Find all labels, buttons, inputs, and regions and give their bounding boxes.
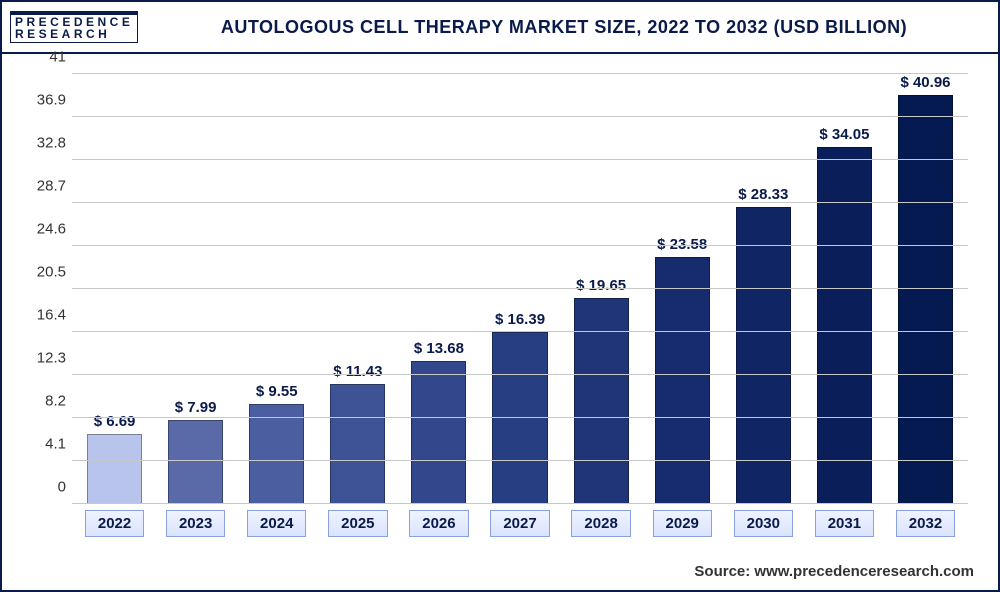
y-tick-label: 36.9 <box>26 92 66 109</box>
chart-title: AUTOLOGOUS CELL THERAPY MARKET SIZE, 202… <box>138 17 990 38</box>
x-tick: 2027 <box>479 510 560 537</box>
bar <box>411 361 466 504</box>
x-tick-label: 2023 <box>166 510 225 537</box>
y-tick-label: 12.3 <box>26 350 66 367</box>
source-attribution: Source: www.precedenceresearch.com <box>2 559 998 590</box>
y-tick-label: 16.4 <box>26 307 66 324</box>
grid-line <box>72 288 968 289</box>
y-tick-label: 8.2 <box>26 393 66 410</box>
y-tick-label: 0 <box>26 479 66 496</box>
bar <box>574 298 629 504</box>
y-tick-label: 41 <box>26 49 66 66</box>
x-axis: 2022 2023 2024 2025 2026 2027 2028 2029 2030 2031… <box>72 504 968 537</box>
x-tick: 2024 <box>236 510 317 537</box>
bar <box>87 434 142 504</box>
bar-value-label: $ 11.43 <box>333 363 382 380</box>
y-tick-label: 4.1 <box>26 436 66 453</box>
bar-value-label: $ 9.55 <box>256 383 298 400</box>
bar-wrap: $ 6.69 <box>74 74 155 504</box>
bar <box>898 95 953 504</box>
bar <box>330 384 385 504</box>
x-tick-label: 2030 <box>734 510 793 537</box>
brand-logo: PRECEDENCE RESEARCH <box>10 11 138 43</box>
x-tick-label: 2025 <box>328 510 387 537</box>
bar-wrap: $ 34.05 <box>804 74 885 504</box>
x-tick: 2026 <box>398 510 479 537</box>
x-tick-label: 2024 <box>247 510 306 537</box>
x-tick-label: 2032 <box>896 510 955 537</box>
x-tick: 2032 <box>885 510 966 537</box>
y-tick-label: 24.6 <box>26 221 66 238</box>
x-tick: 2031 <box>804 510 885 537</box>
x-tick: 2023 <box>155 510 236 537</box>
bar-value-label: $ 40.96 <box>900 74 950 91</box>
bar-wrap: $ 23.58 <box>642 74 723 504</box>
y-tick-label: 20.5 <box>26 264 66 281</box>
x-tick: 2022 <box>74 510 155 537</box>
bars-container: $ 6.69 $ 7.99 $ 9.55 $ 11.43 $ 13.68 $ 16.39 $… <box>72 74 968 504</box>
bar-wrap: $ 7.99 <box>155 74 236 504</box>
x-tick: 2030 <box>723 510 804 537</box>
grid-line <box>72 159 968 160</box>
bar-wrap: $ 11.43 <box>317 74 398 504</box>
bar-wrap: $ 19.65 <box>561 74 642 504</box>
grid-line <box>72 202 968 203</box>
bar <box>249 404 304 504</box>
x-tick-label: 2027 <box>490 510 549 537</box>
grid-line <box>72 460 968 461</box>
bar <box>168 420 223 504</box>
bar <box>817 147 872 504</box>
x-tick: 2029 <box>642 510 723 537</box>
x-tick: 2025 <box>317 510 398 537</box>
bar-wrap: $ 16.39 <box>479 74 560 504</box>
grid-line <box>72 374 968 375</box>
grid-line <box>72 331 968 332</box>
bar-wrap: $ 13.68 <box>398 74 479 504</box>
bar <box>492 332 547 504</box>
bar-value-label: $ 34.05 <box>819 126 869 143</box>
plot-region: $ 6.69 $ 7.99 $ 9.55 $ 11.43 $ 13.68 $ 16.39 $… <box>72 74 968 504</box>
bar-value-label: $ 13.68 <box>414 340 464 357</box>
chart-header: PRECEDENCE RESEARCH AUTOLOGOUS CELL THER… <box>2 2 998 54</box>
x-tick-label: 2026 <box>409 510 468 537</box>
grid-line <box>72 116 968 117</box>
bar-wrap: $ 40.96 <box>885 74 966 504</box>
bar-value-label: $ 7.99 <box>175 399 217 416</box>
x-tick-label: 2029 <box>653 510 712 537</box>
bar-value-label: $ 28.33 <box>738 186 788 203</box>
y-tick-label: 28.7 <box>26 178 66 195</box>
grid-line <box>72 245 968 246</box>
bar-wrap: $ 28.33 <box>723 74 804 504</box>
grid-line <box>72 503 968 504</box>
x-tick-label: 2022 <box>85 510 144 537</box>
x-tick-label: 2031 <box>815 510 874 537</box>
grid-line <box>72 417 968 418</box>
x-tick: 2028 <box>561 510 642 537</box>
chart-frame: PRECEDENCE RESEARCH AUTOLOGOUS CELL THER… <box>0 0 1000 592</box>
grid-line <box>72 73 968 74</box>
logo-line-2: RESEARCH <box>15 28 133 40</box>
bar <box>655 257 710 504</box>
chart-area: $ 6.69 $ 7.99 $ 9.55 $ 11.43 $ 13.68 $ 16.39 $… <box>2 54 998 559</box>
bar-value-label: $ 16.39 <box>495 311 545 328</box>
bar-wrap: $ 9.55 <box>236 74 317 504</box>
bar-value-label: $ 6.69 <box>94 413 136 430</box>
x-tick-label: 2028 <box>571 510 630 537</box>
y-tick-label: 32.8 <box>26 135 66 152</box>
bar-value-label: $ 19.65 <box>576 277 626 294</box>
